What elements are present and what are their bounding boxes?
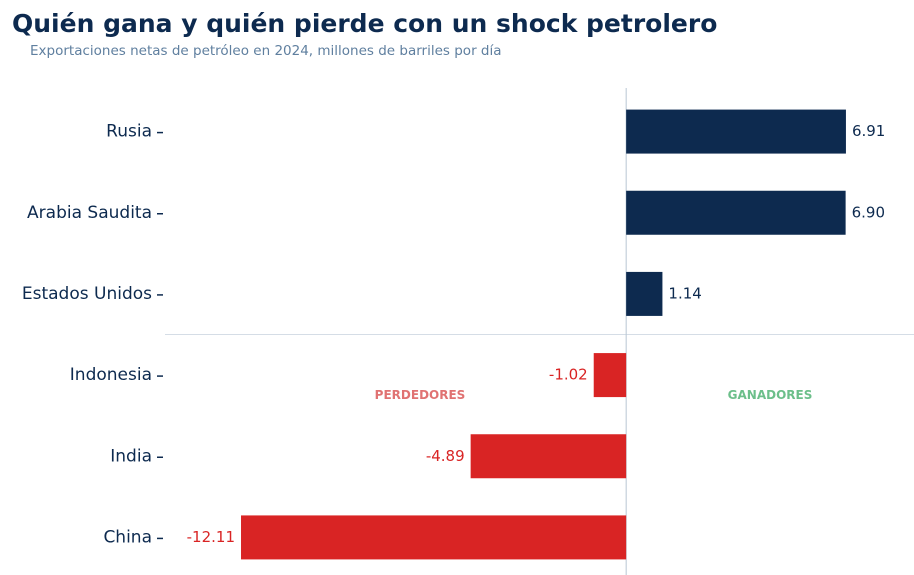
chart-title: Quién gana y quién pierde con un shock p…: [12, 9, 717, 38]
category-label: Arabia Saudita: [27, 203, 152, 223]
category-label: Estados Unidos: [22, 284, 152, 304]
category-label: India: [110, 446, 152, 466]
value-label: 6.90: [852, 203, 885, 221]
value-label: -4.89: [426, 447, 465, 465]
chart-subtitle: Exportaciones netas de petróleo en 2024,…: [30, 43, 502, 59]
bar: [626, 190, 846, 235]
category-label: Indonesia: [70, 365, 152, 385]
annotation: PERDEDORES: [375, 388, 466, 402]
annotation: GANADORES: [728, 388, 813, 402]
value-label: -12.11: [187, 528, 235, 546]
bar: [626, 109, 846, 154]
value-label: -1.02: [549, 366, 588, 384]
bar: [470, 434, 627, 479]
value-label: 6.91: [852, 122, 885, 140]
bar: [241, 515, 627, 560]
bar: [626, 271, 663, 316]
value-label: 1.14: [668, 284, 701, 302]
category-label: China: [103, 527, 152, 547]
category-label: Rusia: [106, 122, 152, 142]
bar: [593, 353, 627, 398]
